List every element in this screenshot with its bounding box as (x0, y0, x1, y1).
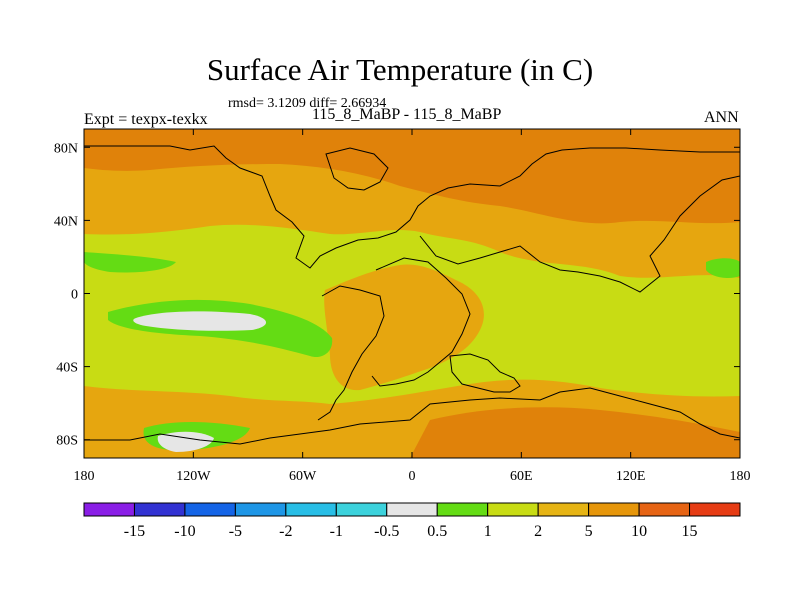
x-tick-label: 120W (176, 469, 211, 484)
colorbar-swatch (285, 502, 337, 517)
rmsd-stats: rmsd= 3.1209 diff= 2.66934 (228, 96, 387, 111)
colorbar: -15 -10 -5 -2 -1 -0.5 0.5 1 2 5 10 15 (83, 502, 741, 540)
field-patch-npacific-green (84, 252, 176, 273)
colorbar-swatch (184, 502, 236, 517)
colorbar-level-label: -10 (174, 523, 195, 540)
period-label: 115_8_MaBP - 115_8_MaBP (312, 106, 502, 123)
colorbar-swatch (689, 502, 741, 517)
x-tick-label: 180 (74, 469, 95, 484)
field-patch-pacific-white (133, 311, 267, 331)
colorbar-swatch (386, 502, 438, 517)
colorbar-swatch (234, 502, 287, 517)
field-band-arctic (84, 129, 740, 224)
colorbar-level-label: 0.5 (427, 523, 447, 540)
colorbar-swatch (335, 502, 388, 517)
colorbar-swatch (638, 502, 691, 517)
coastline-eurasia (419, 175, 740, 293)
coastlines (84, 145, 740, 445)
coastline-north-america (84, 145, 740, 269)
x-axis: 180 120W 60W 0 60E 120E 180 (74, 129, 751, 484)
colorbar-swatch (133, 502, 186, 517)
colorbar-swatch (487, 502, 539, 517)
colorbar-level-label: 2 (534, 523, 542, 540)
colorbar-level-label: -5 (229, 523, 242, 540)
x-tick-label: 180 (730, 469, 751, 484)
x-tick-label: 0 (409, 469, 416, 484)
x-tick-label: 60E (510, 469, 533, 484)
colorbar-level-label: -15 (124, 523, 145, 540)
season-label: ANN (704, 109, 739, 126)
y-tick-label: 40S (56, 361, 78, 376)
colorbar-level-label: 10 (631, 523, 647, 540)
y-tick-label: 0 (71, 288, 78, 303)
coastline-greenland (325, 147, 389, 191)
field-patch-south-white (157, 431, 214, 452)
colorbar-level-label: 15 (682, 523, 698, 540)
coastline-antarctica (84, 387, 740, 445)
field-patch-antarctic (410, 407, 740, 458)
coastline-south-america (317, 285, 385, 421)
coastline-africa (371, 257, 471, 387)
experiment-label: Expt = texpx-texkx (84, 111, 208, 128)
chart-title: Surface Air Temperature (in C) (206, 52, 594, 87)
colorbar-level-label: 1 (484, 523, 492, 540)
temperature-field (84, 129, 740, 458)
colorbar-swatch (588, 502, 640, 517)
colorbar-level-label: -2 (279, 523, 292, 540)
y-tick-label: 80N (54, 141, 78, 156)
y-tick-label: 80S (56, 434, 78, 449)
colorbar-swatch (537, 502, 590, 517)
coastline-australia (449, 353, 521, 393)
x-tick-label: 120E (616, 469, 646, 484)
x-tick-label: 60W (289, 469, 317, 484)
colorbar-swatch (83, 502, 135, 517)
colorbar-level-label: -1 (330, 523, 343, 540)
colorbar-level-label: 5 (585, 523, 593, 540)
y-axis: 80N 40N 0 40S 80S (54, 141, 740, 449)
colorbar-swatch (436, 502, 489, 517)
y-tick-label: 40N (54, 214, 78, 229)
colorbar-level-label: -0.5 (374, 523, 399, 540)
field-patch-eastpac-green (706, 258, 740, 278)
